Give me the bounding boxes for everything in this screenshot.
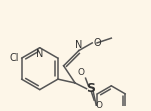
Text: Cl: Cl — [9, 53, 19, 63]
Text: N: N — [75, 40, 83, 50]
Text: N: N — [36, 49, 43, 59]
Text: O: O — [78, 68, 85, 77]
Text: O: O — [93, 38, 101, 48]
Text: O: O — [95, 101, 102, 110]
Text: S: S — [86, 82, 95, 95]
